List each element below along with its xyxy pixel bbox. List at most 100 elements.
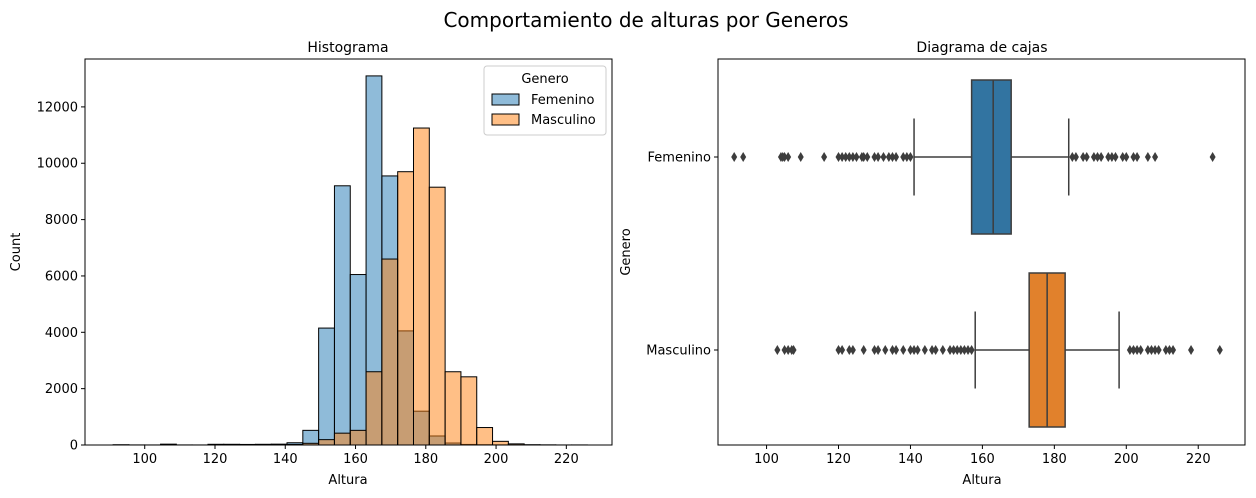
histogram-x-ticks: 100 120 140 160 180 200 220	[132, 445, 579, 467]
x-tick-label: 180	[413, 452, 438, 467]
outlier-point	[853, 152, 860, 162]
outlier-point	[835, 152, 842, 162]
outlier-point	[864, 152, 871, 162]
y-tick-label: 4000	[45, 326, 78, 341]
y-tick-label: 12000	[37, 100, 78, 115]
histogram-bar-masculino	[460, 376, 478, 446]
histogram-bar-masculino	[444, 371, 462, 446]
outlier-point	[860, 152, 867, 162]
outlier-point	[1094, 152, 1101, 162]
outlier-point	[740, 152, 747, 162]
outlier-point	[839, 345, 846, 355]
outlier-point	[835, 345, 842, 355]
histogram-bar-femenino	[318, 327, 335, 446]
outlier-point	[1134, 345, 1141, 355]
outlier-point	[954, 345, 961, 355]
outlier-point	[950, 345, 957, 355]
y-tick-label: 10000	[37, 157, 78, 172]
outlier-point	[871, 345, 878, 355]
x-tick-label: 120	[203, 452, 228, 467]
y-tick-label: 2000	[45, 382, 78, 397]
y-tick-label: 6000	[45, 269, 78, 284]
outlier-point	[871, 152, 878, 162]
outlier-point	[961, 345, 968, 355]
outlier-point	[1188, 345, 1195, 355]
legend: Genero Femenino Masculino	[483, 65, 607, 136]
y-tick-label: 0	[70, 439, 78, 454]
histogram-panel: Histograma 100 120 140 160 180 200 220 0 2000 40…	[9, 40, 613, 488]
histogram-bar-femenino	[333, 185, 351, 446]
outlier-point	[849, 345, 856, 355]
outlier-point	[1144, 345, 1151, 355]
outlier-point	[921, 345, 928, 355]
outlier-point	[846, 152, 853, 162]
x-tick-label: 220	[554, 452, 579, 467]
outlier-point	[1134, 152, 1141, 162]
outlier-point	[781, 345, 788, 355]
outlier-point	[790, 345, 797, 355]
outlier-point	[882, 345, 889, 355]
outlier-point	[929, 345, 936, 355]
legend-label-masculino: Masculino	[531, 113, 596, 128]
histogram-bar-masculino	[476, 427, 494, 446]
outlier-point	[1126, 345, 1133, 355]
outlier-point	[781, 152, 788, 162]
histogram-y-label: Count	[9, 233, 24, 272]
outlier-point	[731, 152, 738, 162]
outlier-point	[1083, 152, 1090, 162]
legend-label-femenino: Femenino	[531, 93, 595, 108]
histogram-bar-femenino	[302, 429, 320, 446]
x-tick-label: 100	[132, 452, 157, 467]
outlier-point	[849, 152, 856, 162]
outlier-point	[842, 152, 849, 162]
outlier-point	[889, 152, 896, 162]
histogram-bar-femenino	[349, 274, 367, 446]
outlier-point	[1069, 152, 1076, 162]
histogram-bar-masculino	[428, 186, 446, 446]
outlier-point	[774, 345, 781, 355]
outlier-point	[846, 345, 853, 355]
outlier-point	[1144, 152, 1151, 162]
histogram-bar-masculino	[397, 171, 414, 446]
histogram-bar-masculino	[333, 432, 351, 446]
boxplot-x-ticks: 100 120 140 160 180 200 220	[754, 445, 1211, 467]
outlier-point	[914, 345, 921, 355]
box-femenino	[731, 79, 1216, 235]
boxplot-frame	[717, 58, 1246, 446]
outlier-point	[875, 345, 882, 355]
outlier-point	[1080, 152, 1087, 162]
histogram-bar-masculino	[492, 440, 509, 446]
outlier-point	[1162, 345, 1169, 355]
outlier-point	[1166, 345, 1173, 355]
outlier-point	[839, 152, 846, 162]
histogram-x-label: Altura	[328, 473, 367, 488]
x-tick-label: 180	[1042, 452, 1067, 467]
outlier-point	[893, 152, 900, 162]
outlier-point	[1152, 345, 1159, 355]
outlier-point	[1108, 152, 1115, 162]
legend-title: Genero	[521, 72, 568, 87]
outlier-point	[1137, 345, 1144, 355]
histogram-title: Histograma	[307, 40, 388, 56]
outlier-point	[907, 152, 914, 162]
outlier-point	[893, 345, 900, 355]
boxplot-y-ticks: Femenino Masculino	[646, 151, 718, 359]
outlier-point	[1209, 152, 1216, 162]
histogram-bars	[112, 75, 588, 446]
outlier-point	[939, 345, 946, 355]
outlier-point	[1105, 152, 1112, 162]
y-tick-label: 8000	[45, 213, 78, 228]
outlier-point	[1112, 152, 1119, 162]
x-tick-label: 100	[754, 452, 779, 467]
histogram-frame	[84, 58, 613, 446]
outlier-point	[889, 345, 896, 355]
outlier-point	[785, 152, 792, 162]
outlier-point	[932, 345, 939, 355]
outlier-point	[880, 152, 887, 162]
outlier-point	[1098, 152, 1105, 162]
boxplot-x-label: Altura	[962, 473, 1001, 488]
box-iqr	[970, 79, 1012, 235]
outlier-point	[1072, 152, 1079, 162]
boxplot-title: Diagrama de cajas	[916, 40, 1047, 56]
